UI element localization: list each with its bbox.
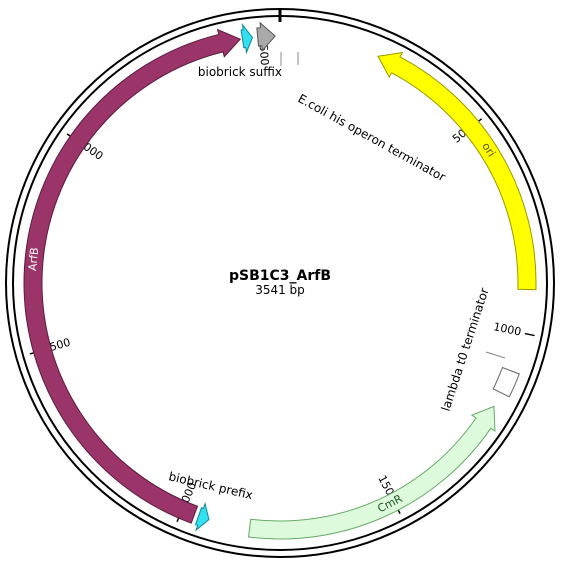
tick-label-1000: 1000 bbox=[492, 320, 522, 338]
feature-lambda bbox=[492, 366, 520, 398]
backbone-ring bbox=[5, 8, 555, 558]
feature-prefix bbox=[194, 501, 210, 532]
feature-label-ori: ori bbox=[479, 140, 498, 159]
suffix-label: biobrick suffix bbox=[198, 65, 282, 79]
plasmid-name: pSB1C3_ArfB bbox=[229, 268, 331, 284]
feature-ori bbox=[377, 51, 537, 291]
feature-label-arfb: ArfB bbox=[26, 247, 41, 272]
feature-terminator bbox=[256, 21, 276, 52]
feature-arfb bbox=[23, 28, 242, 524]
feature-cmr bbox=[247, 405, 496, 540]
tick-mark-1000 bbox=[524, 332, 535, 337]
plasmid-length: 3541 bp bbox=[255, 283, 305, 297]
feature-suffix bbox=[240, 22, 254, 55]
lambda-label: lambda t0 terminator bbox=[439, 286, 492, 413]
lambda-leader bbox=[485, 351, 506, 359]
terminator-label: E.coli his operon terminator bbox=[296, 91, 448, 184]
